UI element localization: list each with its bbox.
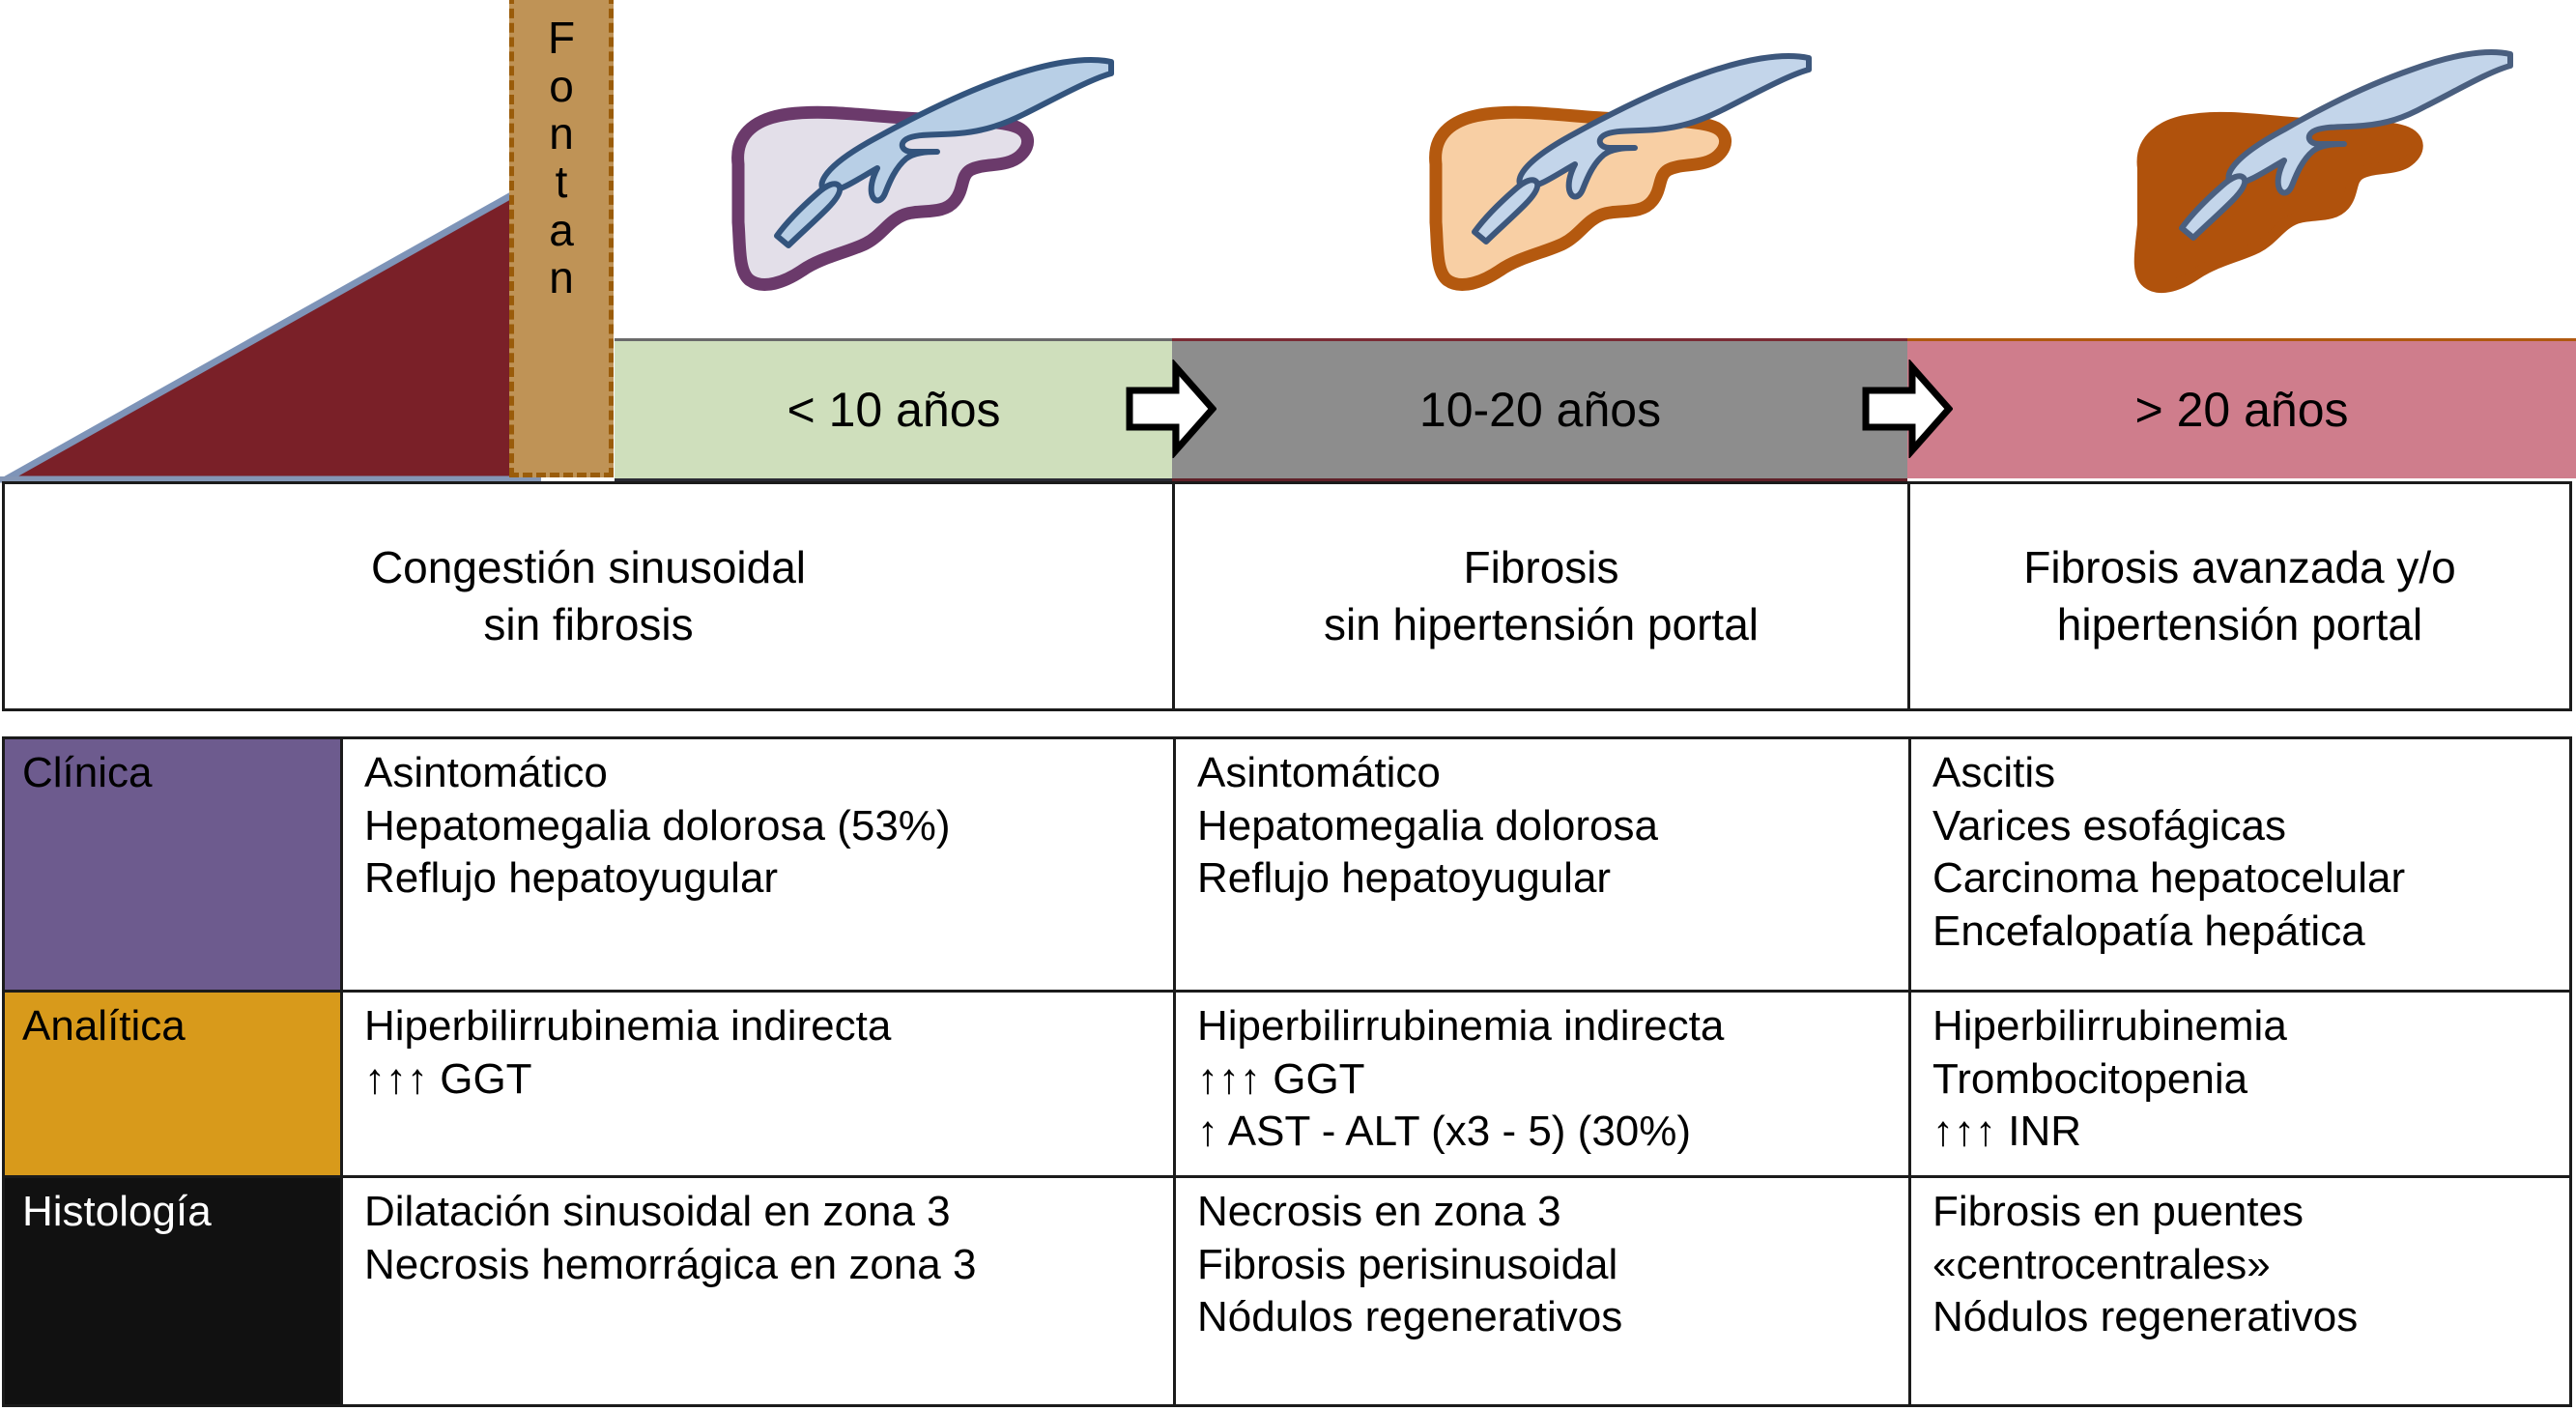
clinical-features-table: Clínica Asintomático Hepatomegalia dolor…	[2, 736, 2572, 1407]
stage-description-cell: Fibrosis avanzada y/o hipertensión porta…	[1910, 484, 2569, 708]
progression-arrow-icon	[1124, 360, 1216, 458]
stage-description-line: hipertensión portal	[2056, 599, 2423, 649]
stage-description-line: Fibrosis avanzada y/o	[2023, 542, 2456, 593]
row-header-analitica: Analítica	[5, 993, 343, 1175]
table-cell: Asintomático Hepatomegalia dolorosa Refl…	[1176, 739, 1911, 990]
table-cell: Hiperbilirrubinemia indirecta ↑↑↑ GGT ↑ …	[1176, 993, 1911, 1175]
row-header-clinica: Clínica	[5, 739, 343, 990]
table-row: Analítica Hiperbilirrubinemia indirecta …	[5, 993, 2569, 1178]
timeline-segment-label: > 20 años	[2134, 383, 2349, 437]
timeline-segment-label: < 10 años	[787, 383, 1001, 437]
table-cell: Asintomático Hepatomegalia dolorosa (53%…	[343, 739, 1176, 990]
table-cell: Ascitis Varices esofágicas Carcinoma hep…	[1932, 749, 2406, 955]
table-cell: Hiperbilirrubinemia Trombocitopenia ↑↑↑ …	[1932, 1002, 2287, 1156]
fontan-marker: F o n t a n	[509, 0, 614, 477]
stage-description-cell: Congestión sinusoidal sin fibrosis	[5, 484, 1175, 708]
table-row: Clínica Asintomático Hepatomegalia dolor…	[5, 739, 2569, 993]
stage-description-line: Congestión sinusoidal	[370, 542, 807, 593]
fontan-letter: F	[547, 13, 576, 63]
fontan-letter: a	[549, 204, 574, 255]
stage-description-line: sin hipertensión portal	[1323, 599, 1760, 649]
row-header-histologia: Histología	[5, 1178, 343, 1404]
fontan-letter: n	[549, 252, 574, 303]
liver-normal-congested-illustration	[705, 17, 1121, 317]
fontan-letter: n	[549, 108, 574, 159]
table-cell: Hiperbilirrubinemia indirecta ↑↑↑ GGT	[343, 993, 1176, 1175]
timeline-segment-under-10-years: < 10 años	[615, 338, 1173, 481]
fontan-letter: t	[555, 157, 568, 208]
timeline-segment-label: 10-20 años	[1418, 383, 1662, 437]
table-cell: Necrosis en zona 3 Fibrosis perisinusoid…	[1176, 1178, 1911, 1404]
timeline-bar: < 10 años 10-20 años > 20 años	[0, 338, 2576, 481]
liver-cirrhotic-illustration	[2114, 17, 2530, 317]
stage-description-line: sin fibrosis	[483, 599, 694, 649]
table-row: Histología Dilatación sinusoidal en zona…	[5, 1178, 2569, 1404]
liver-fibrotic-illustration	[1403, 17, 1818, 317]
stage-description-row: Congestión sinusoidal sin fibrosis Fibro…	[2, 481, 2572, 711]
progression-arrow-icon	[1860, 360, 1953, 458]
timeline-segment-10-20-years: 10-20 años	[1172, 338, 1908, 481]
fontan-letter: o	[549, 60, 574, 111]
stage-description-line: Fibrosis	[1463, 542, 1619, 593]
stage-description-cell: Fibrosis sin hipertensión portal	[1175, 484, 1910, 708]
table-cell: Fibrosis en puentes «centrocentrales» Nó…	[1932, 1188, 2359, 1341]
table-cell: Dilatación sinusoidal en zona 3 Necrosis…	[343, 1178, 1176, 1404]
timeline-segment-over-20-years: > 20 años	[1907, 338, 2576, 481]
